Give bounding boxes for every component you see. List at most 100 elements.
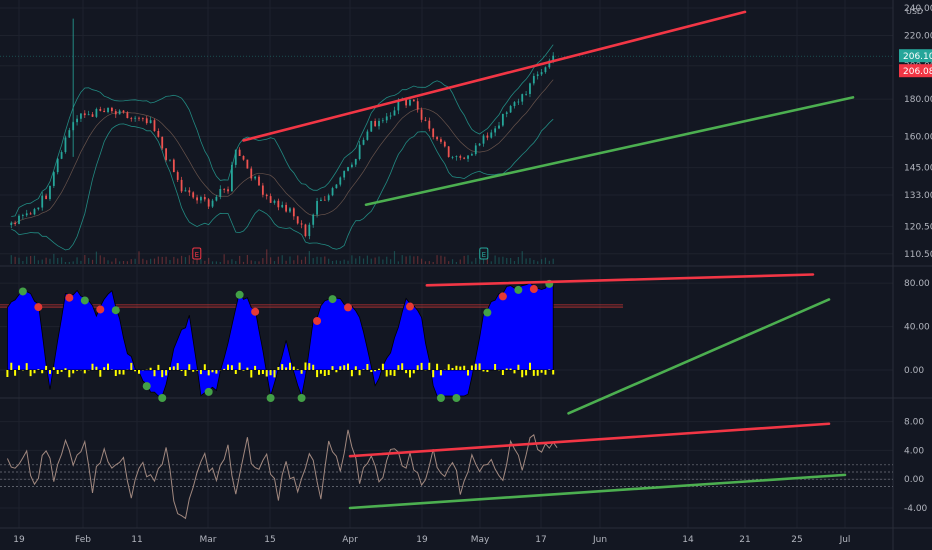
candle-body (335, 184, 338, 189)
momentum-panel[interactable] (0, 422, 893, 520)
volume-bar (382, 259, 384, 264)
candle-body (405, 98, 407, 106)
volume-bar (378, 256, 380, 264)
volume-bar (451, 259, 454, 264)
time-tick-label: 14 (682, 535, 694, 545)
volume-bar (390, 259, 392, 264)
volume-bar (49, 258, 51, 264)
candle-body (482, 135, 485, 144)
candle-body (95, 109, 98, 117)
volume-bar (219, 261, 221, 264)
candle-body (49, 185, 51, 200)
candle-body (498, 125, 500, 129)
volume-bar (300, 259, 303, 264)
volume-bar (331, 260, 334, 264)
candle-body (122, 110, 125, 113)
candle-body (223, 188, 226, 190)
candle-body (184, 190, 187, 192)
time-tick-label: Jun (592, 535, 607, 545)
candle-body (440, 139, 442, 142)
candle-body (548, 60, 551, 68)
candle-body (60, 152, 63, 159)
candle-body (289, 208, 291, 212)
volume-bar (138, 251, 140, 264)
candle-body (18, 215, 20, 224)
volume-bar (552, 258, 554, 264)
time-tick-label: Apr (342, 535, 358, 545)
time-tick-label: 11 (131, 535, 142, 545)
candle-body (273, 200, 276, 203)
mom-tick-label: 8.00 (904, 418, 924, 428)
volume-bar (68, 261, 70, 264)
momentum-axis[interactable]: 8.00 4.00 0.00 -4.00 (904, 418, 928, 514)
oscillator-panel[interactable] (0, 273, 831, 415)
candle-body (296, 216, 299, 224)
volume-bar (525, 258, 527, 264)
candle-body (37, 207, 40, 210)
volume-bar (529, 258, 531, 264)
candle-body (33, 209, 36, 215)
oscillator-top-dot (96, 305, 105, 314)
oscillator-top-dot (483, 308, 492, 317)
time-axis[interactable]: 19 Feb 11 Mar 15 Apr 19 May 17 Jun 14 21 25 Jul (13, 535, 850, 545)
candle-body (141, 118, 144, 120)
time-tick-label: 17 (535, 535, 546, 545)
volume-bar (335, 260, 338, 264)
oscillator-bottom-dot (266, 394, 275, 402)
oscillator-top-dot (529, 285, 538, 294)
volume-bar (502, 256, 504, 264)
volume-bar (173, 256, 175, 264)
candle-body (544, 67, 547, 73)
volume-bar (513, 261, 516, 264)
volume-bar (482, 258, 485, 264)
candle-body (381, 120, 384, 122)
volume-bar (397, 261, 399, 264)
candle-body (76, 118, 78, 123)
candle-body (118, 110, 121, 115)
volume-bar (142, 258, 144, 264)
volume-bar (18, 257, 20, 264)
candle-body (99, 109, 102, 111)
volume-bar (424, 261, 427, 264)
oscillator-top-dot (328, 295, 337, 304)
volume-bar (297, 255, 299, 264)
mom-tick-label: 4.00 (904, 446, 924, 456)
candle-body (21, 215, 24, 217)
volume-bar (22, 261, 24, 264)
candle-body (552, 55, 555, 61)
price-tick-label: 110.50 (904, 250, 932, 260)
price-axis[interactable]: USD 240.00220.00200.00180.00160.00145.00… (899, 4, 932, 260)
oscillator-axis[interactable]: 80.00 40.00 0.00 (904, 279, 930, 376)
candle-body (525, 93, 527, 95)
candle-body (165, 148, 167, 160)
time-tick-label: 19 (416, 535, 428, 545)
candle-body (505, 112, 508, 114)
volume-bar (486, 256, 488, 264)
volume-bar (343, 259, 345, 264)
candle-body (172, 159, 175, 173)
volume-bar (76, 257, 78, 264)
volume-bar (80, 260, 82, 264)
candle-body (455, 156, 458, 157)
candle-body (432, 128, 435, 138)
volume-bar (436, 255, 438, 264)
candle-body (385, 116, 388, 121)
candle-body (463, 157, 466, 159)
volume-bar (420, 258, 423, 264)
oscillator-bottom-dot (297, 394, 306, 402)
candle-body (412, 99, 415, 102)
volume-bar (467, 255, 469, 264)
support-trendline (364, 96, 855, 207)
volume-bar (165, 256, 167, 264)
candle-body (231, 164, 233, 192)
candle-body (211, 200, 214, 207)
candle-body (41, 195, 44, 208)
volume-bar (455, 261, 458, 264)
volume-bar (239, 255, 241, 264)
candle-body (351, 164, 353, 168)
candle-body (269, 196, 272, 203)
volume-bar (99, 255, 101, 264)
earnings-marker-box (479, 247, 489, 260)
